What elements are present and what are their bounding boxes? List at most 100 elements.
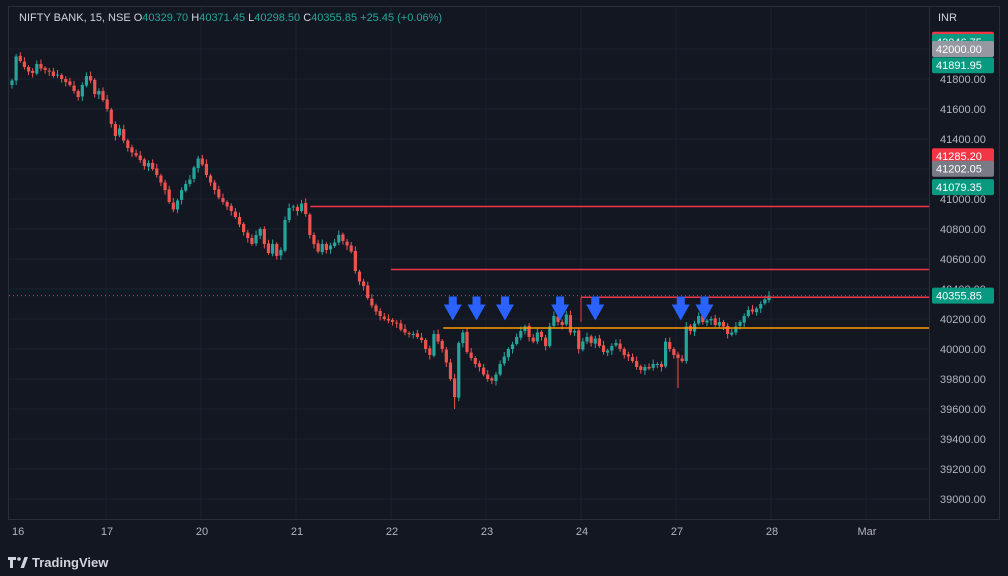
candle — [601, 340, 606, 355]
price-scale-svg[interactable]: 41800.0041600.0041400.0041200.0041000.00… — [930, 7, 1000, 520]
candle-body — [436, 334, 440, 342]
horizontal-levels[interactable] — [310, 205, 930, 329]
candle — [55, 70, 60, 79]
candle-body — [192, 167, 196, 179]
candle — [192, 165, 196, 183]
candle — [527, 323, 531, 342]
candle — [287, 203, 291, 223]
time-scale-svg[interactable]: 16 17 20 21 22 23 24 27 28 Mar — [8, 520, 930, 542]
candle-body — [754, 308, 759, 313]
candle-body — [419, 337, 424, 340]
candle — [577, 327, 581, 354]
candle-body — [552, 316, 556, 326]
candle-body — [51, 71, 55, 76]
symbol-label[interactable]: NIFTY BANK, 15, NSE — [19, 12, 131, 24]
down-arrow-icon[interactable] — [443, 296, 462, 321]
price-tick-label: 40600.00 — [940, 254, 986, 266]
candle-body — [35, 64, 39, 74]
down-arrow-icon[interactable] — [586, 296, 605, 321]
price-badge[interactable]: 40355.85 — [932, 287, 994, 304]
candle-body — [362, 281, 366, 286]
candle-body — [601, 345, 606, 352]
candle-body — [151, 163, 155, 169]
candle — [726, 323, 730, 339]
ohlc-legend: NIFTY BANK, 15, NSE O40329.70 H40371.45 … — [19, 12, 442, 24]
candle-body — [585, 337, 589, 342]
down-arrow-icon[interactable] — [671, 296, 690, 321]
candle — [47, 67, 51, 76]
candle-body — [519, 331, 523, 338]
candle — [564, 310, 568, 327]
candle — [88, 71, 93, 84]
price-badge[interactable]: 41079.35 — [932, 179, 994, 196]
candle — [10, 78, 14, 89]
candle-body — [750, 309, 755, 312]
candle — [622, 347, 626, 359]
down-arrow-icon[interactable] — [496, 296, 514, 321]
candle-body — [328, 245, 333, 250]
candle — [630, 353, 635, 363]
down-arrow-icon[interactable] — [695, 296, 714, 321]
candle-body — [26, 67, 31, 72]
price-badge[interactable]: 42000.00 — [932, 41, 994, 57]
price-badge[interactable]: 41202.05 — [932, 160, 994, 177]
tradingview-logo-icon[interactable] — [8, 555, 28, 569]
candle — [531, 334, 535, 344]
candle — [250, 234, 254, 246]
candle-body — [217, 189, 221, 198]
candle — [258, 227, 262, 240]
candle-body — [548, 326, 552, 346]
candle-body — [283, 220, 287, 251]
candle — [362, 278, 366, 291]
candle — [490, 376, 494, 385]
candle-body — [746, 310, 750, 316]
candle — [399, 319, 403, 332]
price-scale[interactable]: 41800.0041600.0041400.0041200.0041000.00… — [930, 6, 1000, 520]
candle-body — [399, 323, 403, 330]
close-value: 40355.85 — [311, 12, 358, 24]
candle-body — [109, 109, 113, 124]
candle-body — [448, 362, 453, 379]
candle — [101, 87, 105, 102]
candle — [370, 294, 374, 309]
candle-body — [312, 235, 316, 244]
candle-body — [146, 163, 151, 167]
down-arrow-icon[interactable] — [551, 296, 570, 321]
candle — [374, 303, 378, 316]
candle — [382, 313, 386, 321]
down-arrow-icon[interactable] — [467, 296, 486, 321]
candle-body — [337, 235, 341, 243]
candle-body — [531, 337, 535, 342]
close-label: C — [303, 12, 312, 24]
price-chart[interactable] — [9, 7, 930, 520]
chart-pane[interactable]: NIFTY BANK, 15, NSE O40329.70 H40371.45 … — [8, 6, 930, 520]
price-badge-background — [932, 57, 994, 74]
price-tick-label: 40800.00 — [940, 224, 986, 236]
candle — [18, 52, 22, 63]
candle — [126, 138, 130, 152]
candle — [262, 226, 266, 249]
price-tick-label: 41600.00 — [940, 104, 986, 116]
candle — [659, 361, 664, 372]
down-arrow-shape — [443, 296, 462, 321]
candle-body — [618, 343, 622, 349]
candle-body — [357, 271, 362, 282]
candle-body — [97, 91, 101, 95]
candle — [535, 328, 539, 345]
time-scale[interactable]: 16 17 20 21 22 23 24 27 28 Mar — [8, 520, 930, 542]
candle — [242, 222, 246, 236]
candle — [742, 313, 746, 328]
candle — [208, 173, 213, 187]
candle-body — [477, 363, 482, 367]
candle — [436, 329, 440, 345]
currency-label[interactable]: INR — [938, 12, 957, 24]
tradingview-brand-label[interactable]: TradingView — [32, 554, 109, 570]
candle — [333, 238, 337, 248]
candle — [184, 180, 188, 193]
price-badge[interactable]: 41891.95 — [932, 57, 994, 74]
candle — [419, 333, 424, 343]
time-tick-label: 24 — [576, 526, 588, 538]
candle — [142, 157, 146, 170]
candle-body — [486, 374, 490, 379]
price-badge[interactable]: 41285.20 — [932, 148, 994, 165]
